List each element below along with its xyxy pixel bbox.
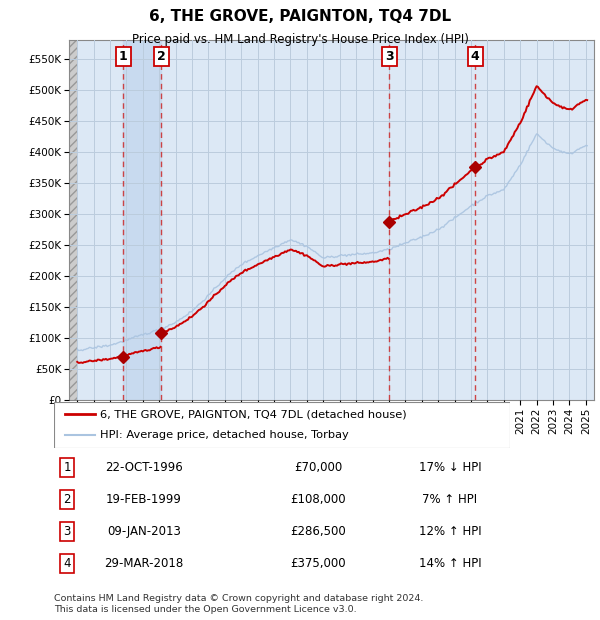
- Text: 17% ↓ HPI: 17% ↓ HPI: [419, 461, 481, 474]
- Text: 3: 3: [64, 525, 71, 538]
- Text: 6, THE GROVE, PAIGNTON, TQ4 7DL: 6, THE GROVE, PAIGNTON, TQ4 7DL: [149, 9, 451, 24]
- Text: 29-MAR-2018: 29-MAR-2018: [104, 557, 184, 570]
- Text: 19-FEB-1999: 19-FEB-1999: [106, 493, 182, 506]
- Text: 6, THE GROVE, PAIGNTON, TQ4 7DL (detached house): 6, THE GROVE, PAIGNTON, TQ4 7DL (detache…: [100, 409, 406, 419]
- Text: Price paid vs. HM Land Registry's House Price Index (HPI): Price paid vs. HM Land Registry's House …: [131, 33, 469, 46]
- Text: £286,500: £286,500: [290, 525, 346, 538]
- Bar: [124, 40, 161, 400]
- Text: 1: 1: [64, 461, 71, 474]
- Text: 22-OCT-1996: 22-OCT-1996: [105, 461, 182, 474]
- Text: 3: 3: [385, 50, 394, 63]
- Text: HPI: Average price, detached house, Torbay: HPI: Average price, detached house, Torb…: [100, 430, 349, 440]
- Text: 09-JAN-2013: 09-JAN-2013: [107, 525, 181, 538]
- Text: 12% ↑ HPI: 12% ↑ HPI: [419, 525, 481, 538]
- Bar: [69, 40, 77, 400]
- Text: £375,000: £375,000: [290, 557, 346, 570]
- Text: £70,000: £70,000: [294, 461, 342, 474]
- Text: 4: 4: [470, 50, 479, 63]
- FancyBboxPatch shape: [54, 402, 510, 448]
- Text: 7% ↑ HPI: 7% ↑ HPI: [422, 493, 478, 506]
- Text: £108,000: £108,000: [290, 493, 346, 506]
- Text: 2: 2: [64, 493, 71, 506]
- Text: 2: 2: [157, 50, 166, 63]
- Text: 1: 1: [119, 50, 128, 63]
- Text: 14% ↑ HPI: 14% ↑ HPI: [419, 557, 481, 570]
- Text: Contains HM Land Registry data © Crown copyright and database right 2024.
This d: Contains HM Land Registry data © Crown c…: [54, 595, 424, 614]
- Text: 4: 4: [64, 557, 71, 570]
